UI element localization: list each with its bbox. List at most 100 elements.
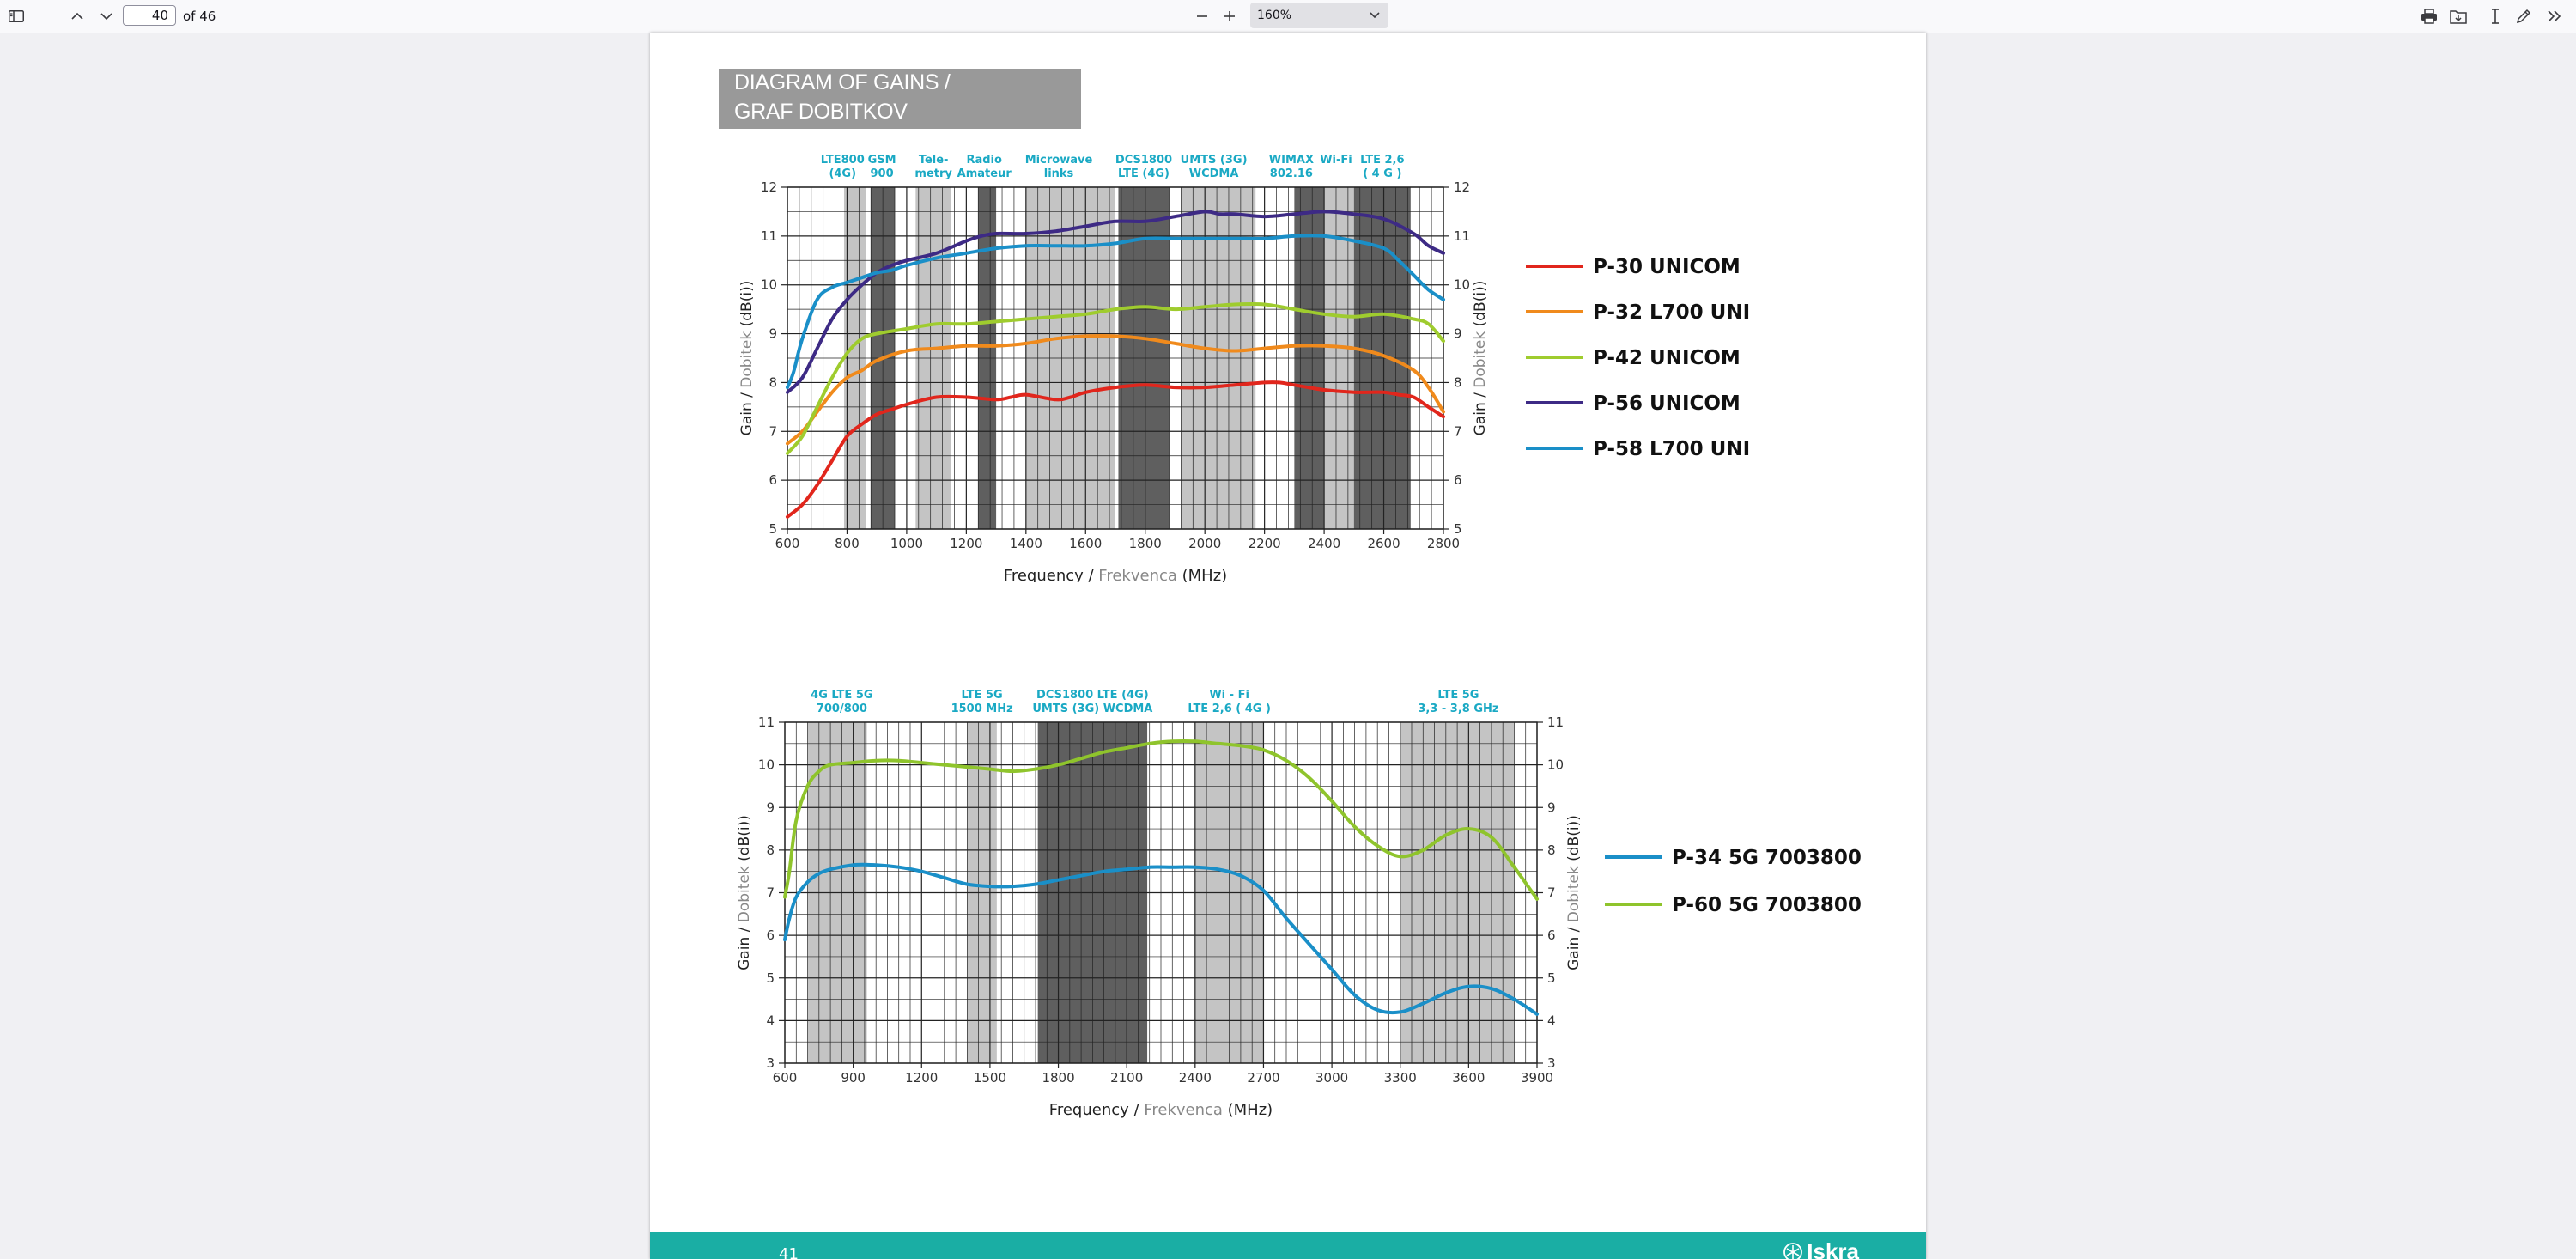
y-tick-label-right: 8 (1454, 374, 1462, 390)
y-tick-label: 11 (761, 228, 777, 244)
y-axis-label-en: Gain / (738, 388, 756, 436)
y-axis-label-unit: (dB(i)) (1565, 815, 1583, 866)
legend-label: P-42 UNICOM (1593, 347, 1741, 369)
x-tick-label: 1800 (1042, 1070, 1074, 1086)
x-axis-label-unit: (MHz) (1177, 567, 1227, 582)
series-line (786, 334, 1445, 446)
page-title: DIAGRAM OF GAINS / GRAF DOBITKOV (719, 69, 1081, 129)
band-label-line: 4G LTE 5G (811, 689, 872, 702)
y-axis-label-left: Gain / Dobitek (dB(i)) (738, 281, 756, 436)
footer-page-number: 41 (779, 1245, 799, 1259)
print-icon[interactable] (2418, 0, 2440, 33)
x-tick-label: 3000 (1315, 1070, 1348, 1086)
y-axis-label-left: Gain / Dobitek (dB(i)) (736, 815, 753, 970)
band-label-line: UMTS (3G) WCDMA (1032, 702, 1152, 715)
y-tick-label-right: 7 (1454, 423, 1462, 439)
band-label-line: LTE800 (821, 154, 865, 167)
y-tick-label-right: 10 (1454, 277, 1470, 293)
y-tick-label: 10 (758, 757, 775, 773)
y-axis-label-sl: Dobitek (736, 866, 753, 922)
band-label-line: LTE 2,6 (1360, 154, 1404, 167)
y-axis-label-en: Gain / (1472, 388, 1489, 436)
chevron-down-icon (1370, 12, 1380, 19)
y-tick-label-right: 10 (1547, 757, 1564, 773)
band-label-line: LTE 5G (962, 689, 1003, 702)
save-icon[interactable] (2447, 0, 2470, 33)
band-label: LTE 2,6( 4 G ) (1360, 154, 1404, 180)
x-tick-label: 2700 (1247, 1070, 1279, 1086)
text-tool-icon[interactable] (2485, 0, 2506, 33)
plot-frame (787, 186, 1444, 530)
y-tick-label: 6 (769, 472, 777, 488)
x-axis-label-en: Frequency / (1049, 1101, 1145, 1119)
band-label-line: links (1044, 167, 1074, 180)
zoom-in-icon[interactable] (1219, 0, 1240, 33)
legend-label: P-30 UNICOM (1593, 256, 1741, 278)
title-line-1: DIAGRAM OF GAINS / (734, 70, 951, 94)
x-axis-label-unit: (MHz) (1223, 1101, 1273, 1119)
series-line (786, 380, 1445, 519)
next-page-icon[interactable] (96, 0, 117, 33)
more-tools-icon[interactable] (2543, 0, 2566, 33)
sidebar-toggle-icon[interactable] (5, 0, 27, 33)
band-label-line: 802.16 (1270, 167, 1313, 180)
y-tick-label: 12 (761, 179, 777, 195)
x-tick-label: 800 (835, 536, 860, 551)
brand-logo: Iskra (1783, 1238, 1859, 1259)
gain-chart-top: 5 5 6 6 7 7 8 8 9 9 10 10 11 11 12 12 600 800 1000 1200 1400… (738, 154, 1750, 582)
y-tick-label-right: 5 (1454, 521, 1462, 537)
band-label: LTE800 (4G) (821, 154, 865, 180)
gain-chart-bottom: 3 3 4 4 5 5 6 6 7 7 8 8 9 9 10 10 11 11 600 900 1200 1500 1800… (736, 689, 1862, 1119)
x-tick-label: 1400 (1010, 536, 1042, 551)
brand-logo-text: Iskra (1807, 1238, 1859, 1259)
zoom-out-icon[interactable] (1192, 0, 1212, 33)
x-axis-label: Frequency / Frekvenca (MHz) (1049, 1101, 1273, 1119)
y-tick-label: 6 (766, 928, 775, 943)
y-axis-label-right: Gain / Dobitek (dB(i)) (1472, 281, 1489, 436)
band-label: Wi-Fi (1320, 154, 1352, 167)
band-label: Microwave links (1025, 154, 1093, 180)
series-line (786, 210, 1445, 394)
x-tick-label: 2400 (1179, 1070, 1212, 1086)
band-label-line: LTE (4G) (1118, 167, 1170, 180)
x-axis-label-sl: Frekvenca (1098, 567, 1177, 582)
band-label-line: 700/800 (817, 702, 867, 715)
y-axis-label-sl: Dobitek (1565, 866, 1583, 922)
band-label: Tele-metry (914, 154, 952, 180)
band-label-line: Tele- (919, 154, 949, 167)
y-tick-label: 4 (766, 1013, 775, 1028)
band-label-line: 3,3 - 3,8 GHz (1418, 702, 1498, 715)
y-tick-label: 5 (766, 970, 775, 986)
x-tick-label: 2400 (1308, 536, 1340, 551)
x-tick-label: 2200 (1249, 536, 1281, 551)
series-line (786, 301, 1445, 455)
band-label: DCS1800 LTE (4G) UMTS (3G) WCDMA (1032, 689, 1152, 715)
zoom-select[interactable]: 160% (1250, 3, 1388, 28)
y-tick-label-right: 11 (1547, 715, 1564, 730)
x-tick-label: 1800 (1129, 536, 1162, 551)
band-label: 4G LTE 5G 700/800 (811, 689, 872, 715)
y-tick-label: 3 (766, 1055, 775, 1071)
band-label-line: Wi-Fi (1320, 154, 1352, 167)
iskra-logo-icon (1783, 1242, 1803, 1259)
band-label-line: UMTS (3G) (1181, 154, 1248, 167)
legend-label: P-34 5G 7003800 (1672, 847, 1862, 869)
pdf-page: DIAGRAM OF GAINS / GRAF DOBITKOV 5 5 6 6 7 7 8… (650, 33, 1926, 1259)
x-tick-label: 1500 (974, 1070, 1006, 1086)
y-axis-label-sl: Dobitek (1472, 331, 1489, 388)
x-axis-label-sl: Frekvenca (1144, 1101, 1223, 1119)
band-label-line: WCDMA (1189, 167, 1239, 180)
x-tick-label: 1000 (890, 536, 923, 551)
y-tick-label-right: 12 (1454, 179, 1470, 195)
y-axis-label-unit: (dB(i)) (738, 281, 756, 331)
band-label-line: Amateur (957, 167, 1012, 180)
y-tick-label: 8 (766, 842, 775, 858)
draw-icon[interactable] (2512, 0, 2535, 33)
y-tick-label-right: 4 (1547, 1013, 1556, 1028)
y-tick-label-right: 7 (1547, 885, 1556, 901)
x-tick-label: 2600 (1367, 536, 1400, 551)
page-number-input[interactable] (123, 5, 176, 26)
y-tick-label: 7 (769, 423, 777, 439)
x-tick-label: 1200 (950, 536, 982, 551)
previous-page-icon[interactable] (67, 0, 88, 33)
